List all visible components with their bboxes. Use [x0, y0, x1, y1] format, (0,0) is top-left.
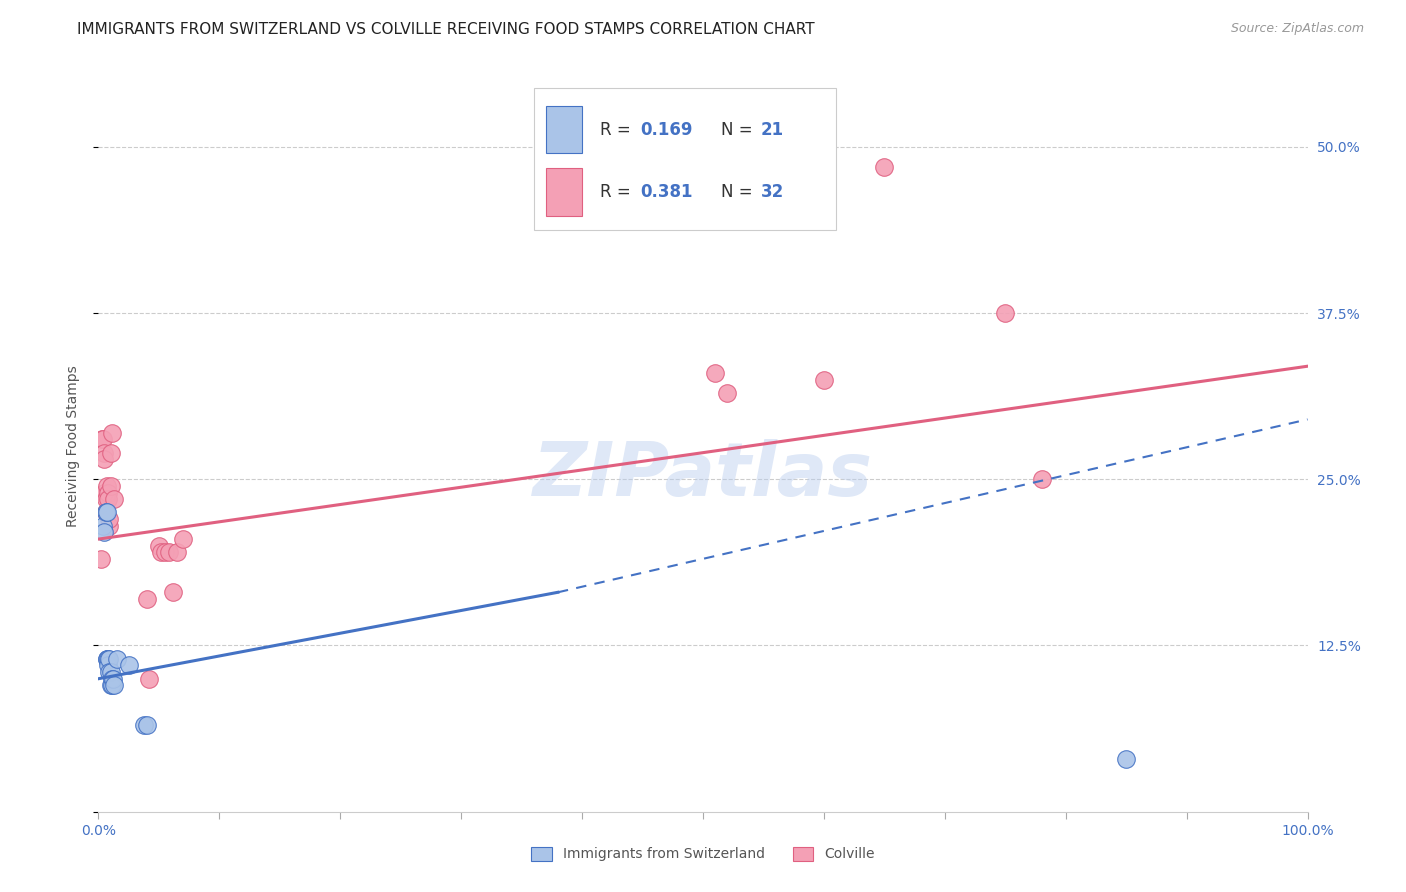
Point	[97, 652, 120, 666]
Point	[98, 512, 121, 526]
Point	[96, 652, 118, 666]
Text: N =: N =	[721, 183, 758, 201]
Point	[97, 485, 120, 500]
Point	[94, 506, 117, 520]
Point	[153, 545, 176, 559]
Point	[96, 506, 118, 520]
Text: 0.169: 0.169	[640, 120, 693, 138]
Point	[100, 665, 122, 679]
Point	[100, 678, 122, 692]
Point	[813, 372, 835, 386]
Point	[105, 652, 128, 666]
Point	[150, 545, 173, 559]
Text: IMMIGRANTS FROM SWITZERLAND VS COLVILLE RECEIVING FOOD STAMPS CORRELATION CHART: IMMIGRANTS FROM SWITZERLAND VS COLVILLE …	[77, 22, 815, 37]
Point	[103, 678, 125, 692]
Text: R =: R =	[600, 120, 637, 138]
Point	[135, 718, 157, 732]
Point	[98, 665, 121, 679]
Point	[172, 532, 194, 546]
Point	[100, 479, 122, 493]
Text: ZIPatlas: ZIPatlas	[533, 439, 873, 512]
Point	[97, 658, 120, 673]
Point	[100, 678, 122, 692]
Point	[94, 492, 117, 507]
Text: 32: 32	[761, 183, 785, 201]
Point	[166, 545, 188, 559]
Point	[93, 445, 115, 459]
Point	[91, 433, 114, 447]
Point	[100, 672, 122, 686]
Text: Source: ZipAtlas.com: Source: ZipAtlas.com	[1230, 22, 1364, 36]
Point	[93, 452, 115, 467]
Point	[157, 545, 180, 559]
FancyBboxPatch shape	[546, 106, 582, 153]
Point	[100, 445, 122, 459]
Text: 0.381: 0.381	[640, 183, 693, 201]
Text: 21: 21	[761, 120, 785, 138]
Point	[100, 425, 122, 440]
Point	[704, 366, 727, 380]
Point	[162, 585, 184, 599]
Point	[91, 518, 114, 533]
Point	[1031, 472, 1053, 486]
Point	[93, 525, 115, 540]
Point	[118, 658, 141, 673]
Point	[994, 306, 1017, 320]
FancyBboxPatch shape	[534, 87, 837, 230]
Point	[148, 539, 170, 553]
Legend: Immigrants from Switzerland, Colville: Immigrants from Switzerland, Colville	[526, 841, 880, 867]
Point	[90, 552, 112, 566]
Text: R =: R =	[600, 183, 637, 201]
Point	[98, 652, 121, 666]
Point	[138, 672, 160, 686]
Point	[716, 385, 738, 400]
Point	[96, 652, 118, 666]
Y-axis label: Receiving Food Stamps: Receiving Food Stamps	[66, 365, 80, 527]
Point	[96, 479, 118, 493]
Point	[103, 492, 125, 507]
Point	[93, 485, 115, 500]
FancyBboxPatch shape	[546, 168, 582, 216]
Point	[94, 506, 117, 520]
Point	[1115, 751, 1137, 765]
Point	[91, 433, 114, 447]
Text: N =: N =	[721, 120, 758, 138]
Point	[135, 591, 157, 606]
Point	[97, 492, 120, 507]
Point	[101, 672, 124, 686]
Point	[873, 160, 896, 174]
Point	[98, 518, 121, 533]
Point	[134, 718, 156, 732]
